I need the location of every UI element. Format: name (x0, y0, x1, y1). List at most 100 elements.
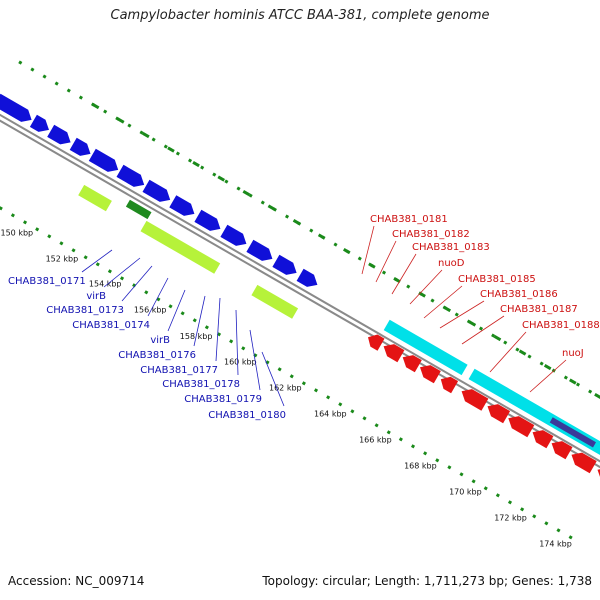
tick-dot-inner (326, 395, 331, 400)
reverse-gene-arrow (551, 441, 573, 460)
forward-gene-leader (193, 295, 206, 347)
tick-dot-inner (83, 255, 88, 260)
tick-dot-inner (22, 220, 28, 225)
tick-dot-outer (139, 130, 144, 135)
forward-gene-label: virB (86, 291, 106, 302)
tick-dot-inner (144, 290, 149, 295)
tick-dot-inner (374, 423, 379, 428)
reverse-gene-arrow (597, 469, 600, 477)
forward-gene-arrow (272, 254, 297, 275)
tick-major-outer (594, 392, 600, 399)
reverse-gene-arrow (440, 376, 459, 394)
tick-dot-inner (507, 500, 513, 505)
forward-gene-arrow (142, 179, 171, 202)
reverse-gene-label: CHAB381_0181 (370, 214, 448, 225)
tick-dot-outer (78, 95, 83, 100)
forward-gene-arrow (0, 93, 32, 122)
tick-dot-outer (357, 256, 362, 261)
tick-dot-outer (491, 333, 496, 338)
forward-gene-leader (81, 249, 113, 273)
forward-gene-arrow (246, 239, 273, 261)
tick-major-outer (317, 233, 326, 240)
forward-gene-label: CHAB381_0176 (118, 350, 196, 361)
kbp-tick-label: 152 kbp (46, 255, 79, 264)
forward-gene-arrow (296, 268, 318, 287)
kbp-tick-label: 170 kbp (449, 488, 482, 497)
tick-dot-outer (539, 361, 544, 366)
tick-dot-outer (236, 186, 241, 191)
feature-block-green (251, 284, 299, 319)
reverse-gene-leader (439, 300, 485, 329)
reverse-gene-leader (375, 240, 397, 283)
tick-dot-inner (447, 465, 452, 470)
tick-dot-outer (575, 382, 581, 387)
tick-dot-inner (277, 367, 282, 372)
forward-gene-arrow (47, 124, 71, 145)
reverse-gene-leader (489, 331, 527, 373)
forward-gene-arrow (116, 164, 145, 187)
tick-dot-inner (229, 339, 234, 344)
tick-dot-inner (95, 262, 100, 267)
kbp-tick-label: 160 kbp (224, 358, 257, 367)
tick-dot-outer (503, 340, 508, 345)
forward-gene-label: CHAB381_0171 (8, 276, 86, 287)
feature-block-cyan (383, 319, 468, 376)
topology-label: Topology: circular; Length: 1,711,273 bp… (262, 574, 592, 588)
tick-dot-inner (59, 241, 64, 246)
tick-dot-inner (301, 381, 306, 386)
forward-gene-arrow (169, 195, 195, 216)
feature-block-green (78, 184, 112, 212)
tick-dot-inner (423, 451, 428, 456)
tick-dot-inner (107, 269, 112, 274)
forward-gene-leader (235, 309, 239, 376)
tick-dot-inner (241, 346, 246, 351)
tick-dot-inner (265, 360, 270, 365)
tick-dot-inner (459, 472, 464, 477)
tick-dot-outer (224, 179, 229, 184)
reverse-gene-leader (391, 253, 417, 295)
tick-dot-inner (350, 409, 355, 414)
tick-dot-inner (168, 304, 173, 309)
kbp-tick-label: 164 kbp (314, 410, 347, 419)
forward-gene-leader (249, 329, 261, 391)
map-title: Campylobacter hominis ATCC BAA-381, comp… (110, 8, 490, 23)
tick-dot-inner (216, 332, 222, 337)
tick-dot-outer (175, 151, 180, 156)
tick-dot-inner (483, 486, 488, 491)
reverse-gene-arrow (571, 452, 597, 474)
tick-dot-outer (430, 298, 435, 303)
tick-dot-outer (66, 88, 71, 93)
tick-dot-outer (515, 347, 520, 352)
tick-dot-outer (163, 144, 168, 149)
feature-block-darkgreen (125, 199, 152, 220)
tick-major-outer (116, 117, 125, 124)
tick-dot-inner (398, 437, 403, 442)
tick-major-outer (368, 262, 376, 269)
tick-dot-outer (309, 228, 314, 233)
tick-dot-outer (333, 242, 338, 247)
tick-dot-inner (204, 325, 209, 330)
tick-dot-inner (35, 227, 40, 232)
tick-dot-inner (362, 416, 367, 421)
tick-major-outer (569, 378, 577, 385)
tick-dot-outer (18, 60, 23, 65)
tick-dot-outer (478, 326, 484, 331)
kbp-tick-label: 150 kbp (1, 229, 34, 238)
forward-gene-arrow (29, 114, 49, 132)
tick-dot-outer (151, 137, 156, 142)
tick-major-outer (91, 102, 100, 110)
reverse-gene-leader (529, 359, 567, 393)
tick-dot-inner (338, 402, 343, 407)
tick-dot-inner (544, 521, 549, 526)
tick-dot-inner (156, 297, 161, 302)
reverse-gene-arrow (420, 365, 441, 384)
tick-dot-inner (10, 213, 15, 218)
tick-major-outer (217, 175, 225, 182)
reverse-gene-leader (423, 285, 463, 319)
reverse-gene-leader (409, 269, 443, 305)
forward-gene-label: CHAB381_0179 (184, 394, 262, 405)
forward-gene-leader (215, 297, 221, 362)
reverse-gene-arrow (368, 334, 385, 351)
tick-dot-inner (532, 514, 537, 519)
